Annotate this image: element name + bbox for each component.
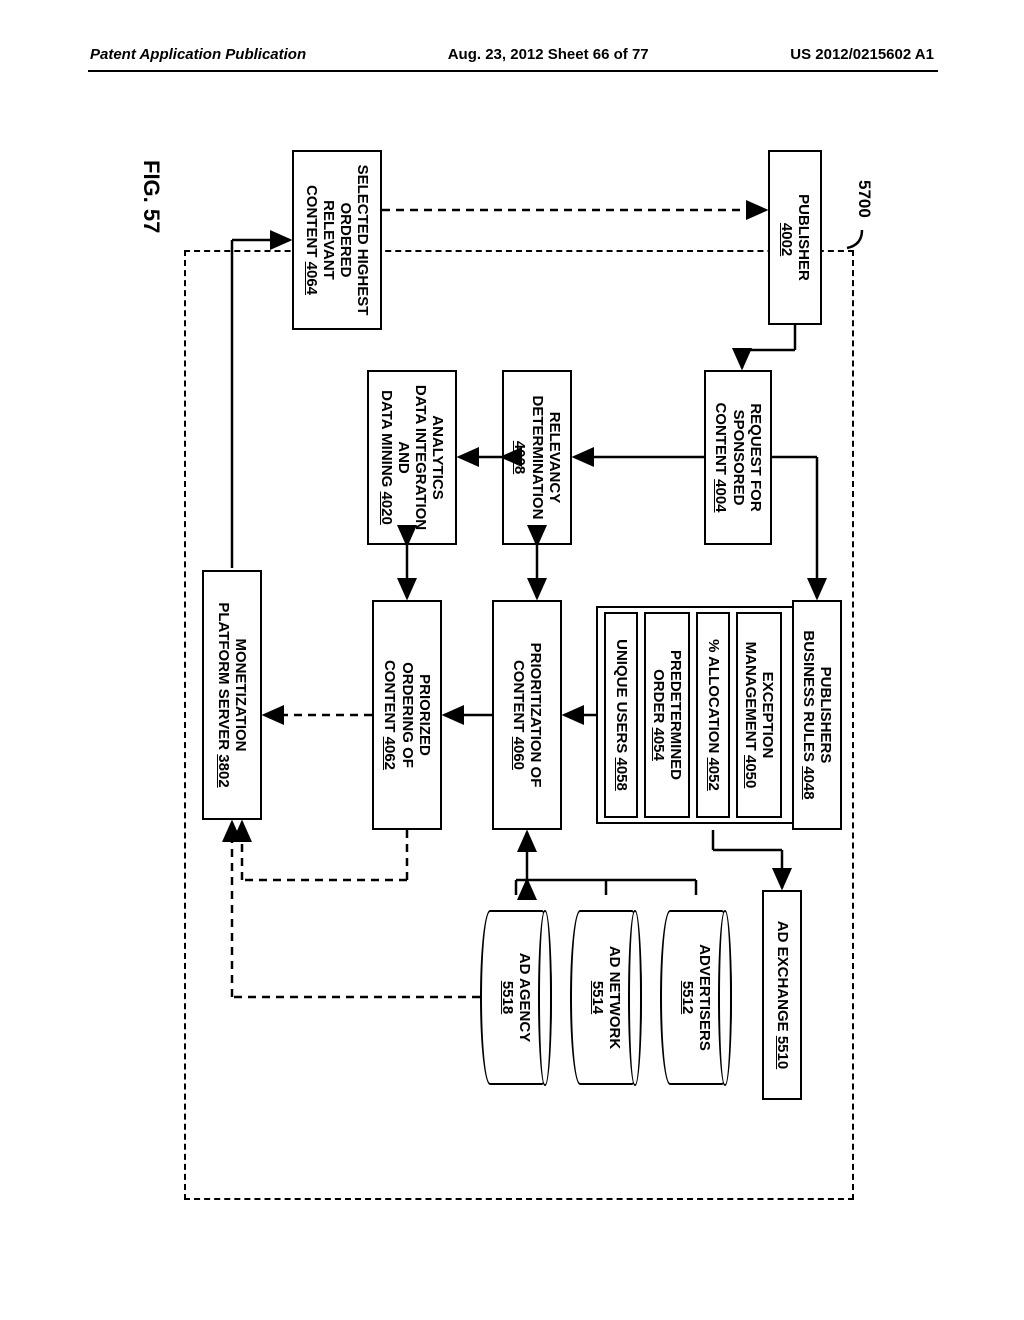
figure-number: 5700: [854, 180, 874, 218]
box-ref: 4008: [511, 441, 528, 474]
box-platform: MONETIZATION PLATFORM SERVER 3802: [202, 570, 262, 820]
box-line: ORDERING OF: [398, 662, 415, 768]
box-line: % ALLOCATION: [705, 639, 722, 753]
box-line: ORDERED: [337, 202, 354, 277]
box-line: DATA INTEGRATION: [412, 385, 429, 530]
box-line: CONTENT: [381, 660, 398, 733]
box-line: CONTENT: [510, 660, 527, 733]
cyl-adagency: AD AGENCY 5518: [480, 910, 552, 1085]
box-line: BUSINESS RULES: [800, 630, 817, 762]
box-ref: 4052: [705, 757, 722, 790]
cyl-ref: 5512: [679, 981, 696, 1014]
figure-caption: FIG. 57: [138, 160, 164, 233]
box-ref: 4062: [381, 737, 398, 770]
box-request: REQUEST FOR SPONSORED CONTENT 4004: [704, 370, 772, 545]
box-line: CONTENT: [712, 402, 729, 475]
box-line: ANALYTICS: [429, 415, 446, 499]
diagram-rotated-wrap: 5700 PUBLISHER 4002 REQUEST FOR SPONSORE…: [122, 120, 902, 1220]
cyl-line: AD NETWORK: [606, 946, 623, 1049]
box-unique: UNIQUE USERS 4058: [604, 612, 638, 818]
box-line: PUBLISHER: [795, 194, 812, 281]
box-line: REQUEST FOR: [747, 403, 764, 511]
box-line: UNIQUE USERS: [613, 639, 630, 753]
box-line: RELEVANCY: [546, 412, 563, 503]
box-line: RELEVANT: [320, 200, 337, 280]
box-ref: 4050: [742, 755, 759, 788]
box-exception: EXCEPTION MANAGEMENT 4050: [736, 612, 782, 818]
box-ref: 4048: [800, 766, 817, 799]
header-rule: [88, 70, 938, 72]
box-line: AD EXCHANGE: [774, 921, 791, 1032]
box-ref: 4064: [303, 262, 320, 295]
box-bizrules: PUBLISHERS BUSINESS RULES 4048: [792, 600, 842, 830]
box-line: AND: [395, 441, 412, 474]
cyl-ref: 5514: [589, 981, 606, 1014]
box-line: MONETIZATION: [232, 638, 249, 751]
cyl-advertisers: ADVERTISERS 5512: [660, 910, 732, 1085]
box-analytics: ANALYTICS DATA INTEGRATION AND DATA MINI…: [367, 370, 457, 545]
box-line: PUBLISHERS: [817, 667, 834, 764]
cyl-ref: 5518: [499, 981, 516, 1014]
box-relevancy: RELEVANCY DETERMINATION 4008: [502, 370, 572, 545]
box-line: MANAGEMENT: [742, 642, 759, 751]
box-publisher: PUBLISHER 4002: [768, 150, 822, 325]
box-line: DATA MINING: [378, 390, 395, 487]
box-priorized: PRIORIZED ORDERING OF CONTENT 4062: [372, 600, 442, 830]
box-allocation: % ALLOCATION 4052: [696, 612, 730, 818]
box-predetermined: PREDETERMINED ORDER 4054: [644, 612, 690, 818]
box-prioritization: PRIORITIZATION OF CONTENT 4060: [492, 600, 562, 830]
box-adexchange: AD EXCHANGE 5510: [762, 890, 802, 1100]
box-line: PREDETERMINED: [667, 650, 684, 780]
cyl-adnetwork: AD NETWORK 5514: [570, 910, 642, 1085]
box-line: DETERMINATION: [528, 396, 545, 520]
box-line: SELECTED HIGHEST: [354, 165, 371, 316]
box-ref: 4020: [378, 492, 395, 525]
box-ref: 4004: [712, 479, 729, 512]
box-line: CONTENT: [303, 185, 320, 258]
header-mid: Aug. 23, 2012 Sheet 66 of 77: [448, 46, 649, 63]
box-line: PRIORIZED: [416, 674, 433, 756]
box-line: SPONSORED: [729, 410, 746, 506]
header-right: US 2012/0215602 A1: [790, 46, 934, 63]
diagram-canvas: 5700 PUBLISHER 4002 REQUEST FOR SPONSORE…: [122, 120, 902, 1220]
box-ref: 4060: [510, 737, 527, 770]
box-ref: 3802: [215, 754, 232, 787]
cyl-line: ADVERTISERS: [696, 944, 713, 1051]
header-left: Patent Application Publication: [90, 46, 306, 63]
cyl-line: AD AGENCY: [516, 953, 533, 1042]
box-line: EXCEPTION: [759, 672, 776, 759]
box-ref: 4054: [650, 727, 667, 760]
box-selected: SELECTED HIGHEST ORDERED RELEVANT CONTEN…: [292, 150, 382, 330]
box-ref: 4002: [778, 223, 795, 256]
box-line: ORDER: [650, 669, 667, 723]
box-line: PLATFORM SERVER: [215, 602, 232, 750]
box-line: PRIORITIZATION OF: [527, 643, 544, 788]
box-ref: 5510: [774, 1036, 791, 1069]
box-ref: 4058: [613, 757, 630, 790]
